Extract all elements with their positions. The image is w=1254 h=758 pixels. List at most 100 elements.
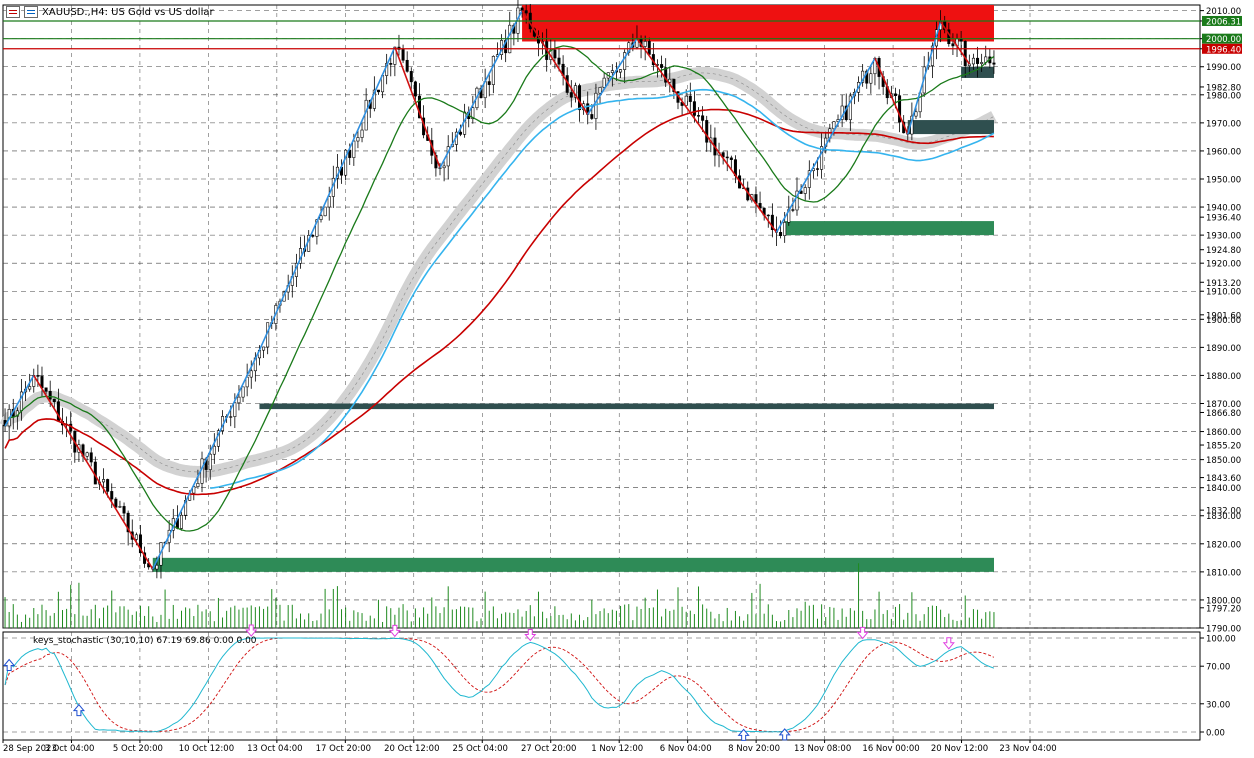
candle-bull <box>668 78 672 83</box>
price-label-highlight <box>1202 43 1242 54</box>
candle-bull <box>820 146 824 170</box>
price-axis-label: 2000.00 <box>1206 35 1241 45</box>
oscillator-panel-frame <box>2 631 1201 741</box>
price-axis-label: 1866.80 <box>1206 409 1241 419</box>
candle-bear <box>701 115 705 121</box>
price-axis-label: 1870.00 <box>1206 400 1241 410</box>
candle-bear <box>311 234 315 237</box>
candle-bull <box>783 222 787 237</box>
main-panel-frame <box>2 4 1201 629</box>
supply-zone <box>522 5 994 42</box>
candle-bear <box>729 157 733 160</box>
time-axis-label: 27 Oct 20:00 <box>521 744 576 754</box>
stochastic-oscillator <box>3 624 995 741</box>
candle-bear <box>114 498 118 508</box>
chart-type-icon[interactable] <box>6 6 20 18</box>
price-label-highlight <box>1202 33 1242 44</box>
candle-bull <box>643 41 647 47</box>
signal-arrow-down-icon <box>245 624 258 637</box>
candle-bear <box>893 93 897 96</box>
zigzag-down-segment <box>33 375 154 570</box>
candle-bull <box>573 85 577 98</box>
candle-bear <box>401 49 405 61</box>
zigzag-up-segment <box>775 57 876 233</box>
price-axis-label: 1840.00 <box>1206 484 1241 494</box>
candle-bull <box>807 170 811 188</box>
time-axis-label: 3 Oct 04:00 <box>44 744 94 754</box>
candle-bull <box>795 190 799 211</box>
candle-bull <box>980 62 984 64</box>
price-axis-label: 1990.00 <box>1206 63 1241 73</box>
price-axis-label: 1996.40 <box>1206 45 1241 55</box>
signal-arrow-up-icon <box>737 728 750 741</box>
candle-bull <box>491 56 495 85</box>
chart-settings-icon[interactable] <box>24 6 38 18</box>
stochastic-signal-line <box>4 637 995 733</box>
price-axis-label: 1920.00 <box>1206 260 1241 270</box>
candle-bear <box>524 10 528 14</box>
candle-bear <box>766 214 770 217</box>
volume-bars <box>4 563 995 628</box>
price-axis-label: 1850.00 <box>1206 456 1241 466</box>
candle-bull <box>179 514 183 529</box>
time-axis-label: 20 Nov 12:00 <box>931 744 988 754</box>
chart-title: XAUUSD.,H4: US Gold vs US dollar <box>42 6 214 18</box>
signal-arrow-up-icon <box>778 728 791 741</box>
candle-bull <box>323 206 327 217</box>
time-axis-label: 1 Nov 12:00 <box>591 744 643 754</box>
candle-bear <box>865 70 869 84</box>
price-axis-label: 1855.20 <box>1206 442 1241 452</box>
price-axis-label: 1980.00 <box>1206 91 1241 101</box>
candle-bear <box>36 375 40 377</box>
oscillator-axis-label: 70.00 <box>1206 663 1230 673</box>
time-axis-label: 23 Nov 04:00 <box>999 744 1056 754</box>
candle-bull <box>848 95 852 121</box>
oscillator-label: keys_stochastic (30,10,10) 67.19 69.86 0… <box>33 636 257 646</box>
zigzag-lines <box>4 10 970 570</box>
zigzag-up-segment <box>258 46 396 351</box>
candle-bull <box>319 215 323 220</box>
candle-bull <box>594 92 598 119</box>
price-axis-label: 1924.80 <box>1206 246 1241 256</box>
candle-bear <box>590 114 594 119</box>
zigzag-up-segment <box>587 38 638 115</box>
price-axis-label: 1800.00 <box>1206 596 1241 606</box>
oscillator-axis-label: 0.00 <box>1206 729 1225 739</box>
signal-arrow-down-icon <box>942 637 955 650</box>
candle-bear <box>459 131 463 135</box>
candle-bull <box>212 445 216 455</box>
candle-bull <box>102 479 106 483</box>
price-axis-label: 1810.00 <box>1206 568 1241 578</box>
price-axis-label: 1982.80 <box>1206 83 1241 93</box>
candle-bull <box>155 564 159 570</box>
chart-title-bar: XAUUSD.,H4: US Gold vs US dollar <box>6 4 214 20</box>
price-axis-label: 1797.20 <box>1206 604 1241 614</box>
price-axis-label: 1960.00 <box>1206 147 1241 157</box>
candle-bull <box>967 63 971 67</box>
price-axis-label: 1901.60 <box>1206 311 1241 321</box>
price-axis-label: 1930.00 <box>1206 232 1241 242</box>
candle-bear <box>48 391 52 400</box>
horizontal-levels <box>3 20 1200 50</box>
time-axis-label: 13 Nov 08:00 <box>794 744 851 754</box>
candle-bear <box>672 78 676 92</box>
time-axis-label: 8 Nov 20:00 <box>728 744 780 754</box>
candle-bear <box>976 57 980 64</box>
zigzag-up-segment <box>907 21 942 135</box>
oscillator-axis-label: 30.00 <box>1206 700 1230 710</box>
candle-bull <box>869 73 873 84</box>
price-axis-label: 1950.00 <box>1206 175 1241 185</box>
time-axis-label: 20 Oct 12:00 <box>384 744 439 754</box>
price-axis-label: 2006.31 <box>1206 17 1241 27</box>
price-axis-label: 1900.00 <box>1206 316 1241 326</box>
candle-bull <box>196 483 200 487</box>
candle-bear <box>951 43 955 47</box>
candle-bull <box>832 121 836 130</box>
price-axis-label: 1910.00 <box>1206 288 1241 298</box>
candle-bear <box>110 491 114 500</box>
candle-bear <box>138 534 142 554</box>
candle-bear <box>758 203 762 209</box>
candle-bull <box>249 370 253 378</box>
zigzag-down-segment <box>394 46 441 169</box>
